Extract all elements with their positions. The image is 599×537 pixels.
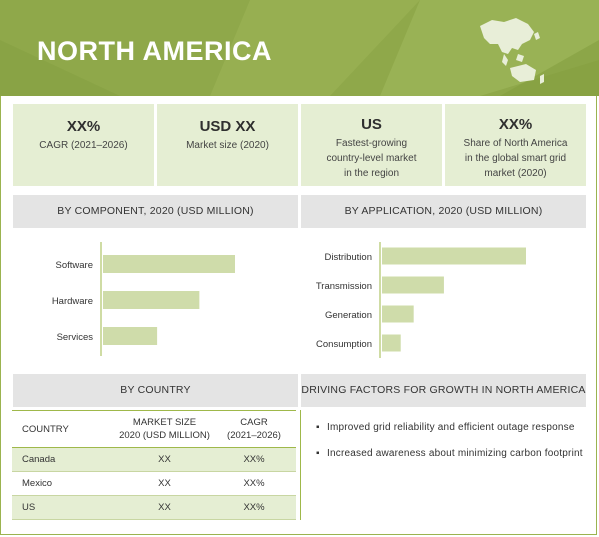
cagr-cell: XX%: [212, 495, 296, 520]
kpi-value: XX%: [66, 118, 101, 135]
country-cell: US: [12, 495, 117, 520]
country-table: COUNTRY MARKET SIZE 2020 (USD MILLION) CA…: [12, 410, 296, 520]
kpi-label-line: Fastest-growing: [335, 138, 408, 149]
market-size-cell: XX: [117, 495, 212, 520]
bullet-icon: ▪: [316, 422, 320, 433]
country-section-title: BY COUNTRY: [13, 374, 298, 407]
kpi-label: Market size (2020): [186, 140, 269, 151]
category-label: Generation: [325, 310, 372, 321]
application-bar-chart: Distribution Transmission Generation Consum…: [316, 242, 526, 358]
market-size-cell: XX: [158, 478, 171, 489]
bar: [103, 327, 158, 345]
country-cell: Canada: [12, 447, 117, 472]
driving-factors-list: ▪ Improved grid reliability and efficien…: [316, 420, 584, 472]
header-market-size: MARKET SIZE 2020 (USD MILLION): [119, 417, 210, 441]
kpi-label-line: Share of North America: [463, 138, 568, 149]
header-country: COUNTRY: [22, 423, 69, 435]
bar: [103, 291, 200, 309]
category-label: Distribution: [324, 252, 372, 263]
bar: [382, 334, 401, 352]
kpi-value: USD XX: [199, 118, 256, 135]
cagr-cell: XX%: [243, 478, 265, 489]
table-row: US XX XX%: [12, 495, 296, 520]
region-title: NORTH AMERICA: [37, 36, 272, 66]
driver-text: Increased awareness about minimizing car…: [327, 448, 583, 459]
bar: [382, 247, 526, 265]
category-label: Hardware: [52, 296, 93, 307]
list-item: ▪ Increased awareness about minimizing c…: [316, 446, 584, 461]
kpi-label-line: in the global smart grid: [464, 153, 567, 164]
section-divider: [300, 410, 301, 520]
kpi-cagr: XX% CAGR (2021–2026): [13, 104, 154, 186]
drivers-section-title: DRIVING FACTORS FOR GROWTH IN NORTH AMER…: [301, 374, 586, 407]
kpi-label-line: market (2020): [484, 168, 547, 179]
country-cell: Mexico: [22, 478, 53, 489]
bar: [382, 305, 414, 323]
table-row: Mexico XX XX%: [12, 472, 296, 496]
category-label: Transmission: [316, 281, 372, 292]
kpi-value: US: [361, 116, 382, 133]
kpi-fastest-growing: US Fastest-growing country-level market …: [301, 104, 442, 186]
kpi-label: CAGR (2021–2026): [39, 140, 128, 151]
kpi-market-size: USD XX Market size (2020): [157, 104, 298, 186]
driver-text: Improved grid reliability and efficient …: [327, 422, 575, 433]
bullet-icon: ▪: [316, 448, 320, 459]
category-label: Services: [57, 332, 94, 343]
bar: [382, 276, 444, 294]
market-size-cell: XX: [117, 447, 212, 472]
header-banner: NORTH AMERICA: [0, 0, 599, 96]
list-item: ▪ Improved grid reliability and efficien…: [316, 420, 584, 435]
application-section-title: BY APPLICATION, 2020 (USD MILLION): [301, 195, 586, 228]
kpi-value: XX%: [498, 116, 533, 133]
asia-pacific-map-icon: [480, 18, 544, 84]
table-row: Canada XX XX%: [12, 447, 296, 472]
category-label: Consumption: [316, 339, 372, 350]
country-table-header: COUNTRY MARKET SIZE 2020 (USD MILLION) CA…: [12, 410, 296, 448]
bar: [103, 255, 235, 273]
header-cagr: CAGR (2021–2026): [227, 417, 281, 441]
category-label: Software: [56, 260, 94, 271]
kpi-label-line: country-level market: [326, 153, 417, 164]
header-background-pattern: [0, 0, 599, 96]
kpi-share: XX% Share of North America in the global…: [445, 104, 586, 186]
component-section-title: BY COMPONENT, 2020 (USD MILLION): [13, 195, 298, 228]
kpi-label-line: in the region: [343, 168, 400, 179]
cagr-cell: XX%: [212, 447, 296, 472]
component-bar-chart: Software Hardware Services: [52, 242, 235, 356]
